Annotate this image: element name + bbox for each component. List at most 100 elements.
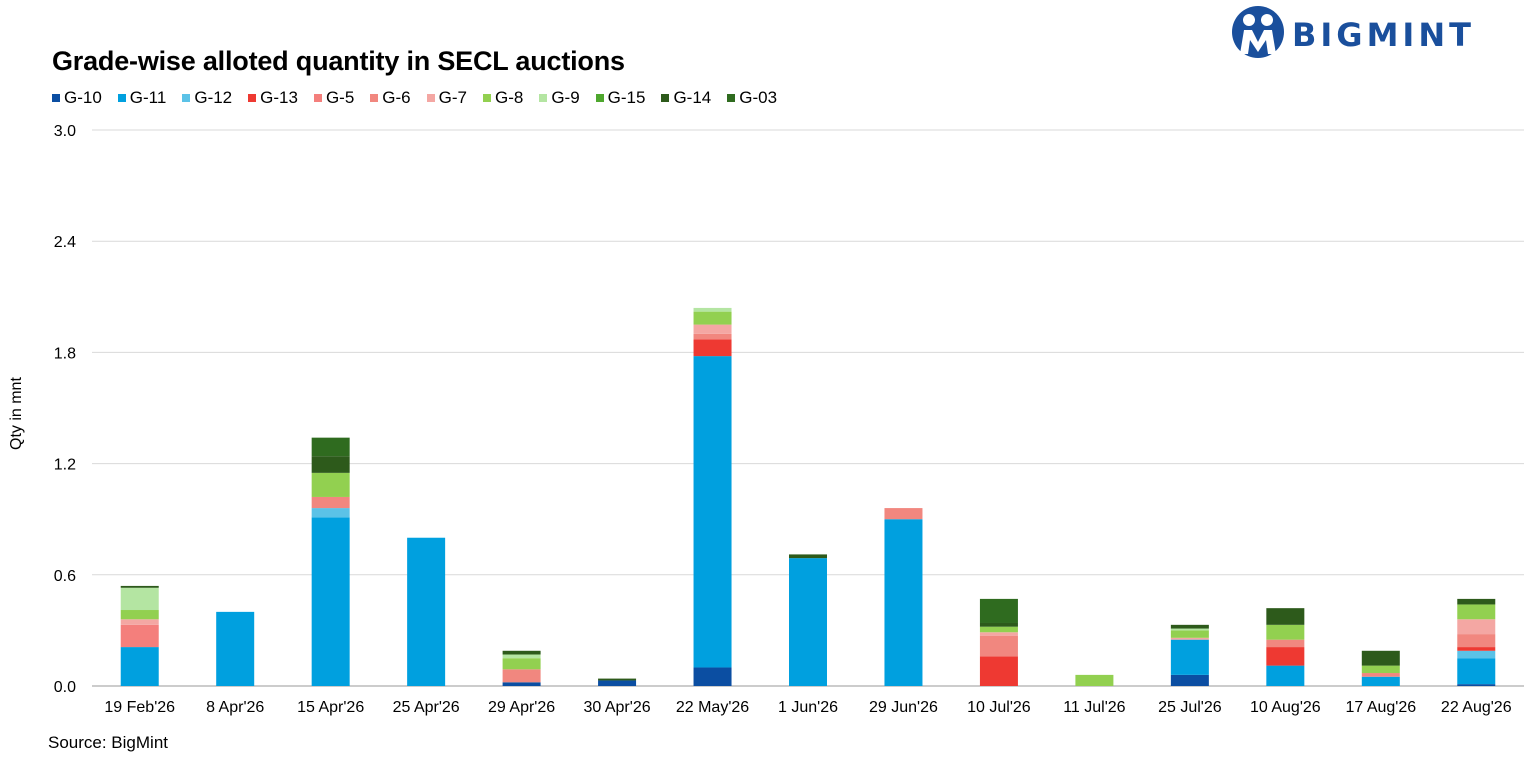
bar-segment-g-8 (1266, 624, 1305, 640)
x-tick-label: 10 Aug'26 (1250, 699, 1321, 716)
legend-item: G-7 (426, 88, 467, 108)
legend-label: G-14 (673, 88, 712, 107)
legend-item: G-15 (595, 88, 646, 108)
bar-segment-g-10 (1170, 674, 1209, 686)
legend-swatch (370, 94, 379, 102)
legend-label: G-12 (194, 88, 233, 107)
bar-segment-g-14 (979, 622, 1018, 627)
x-tick-label: 19 Feb'26 (104, 699, 175, 716)
bar-segment-g-7 (120, 619, 159, 625)
legend-label: G-9 (551, 88, 580, 107)
bar-segment-g-13 (1457, 647, 1496, 651)
bar-segment-g-03 (979, 598, 1018, 623)
bar-segment-g-10 (1457, 684, 1496, 686)
bar-segment-g-11 (1457, 658, 1496, 685)
legend-item: G-11 (117, 88, 167, 108)
bar-segment-g-6 (884, 508, 923, 520)
bar-segment-g-11 (1361, 676, 1400, 686)
bar-segment-g-8 (1457, 604, 1496, 620)
x-tick-label: 30 Apr'26 (584, 699, 651, 716)
bigmint-logo-mark (1232, 6, 1284, 58)
bar-segment-g-7 (1170, 637, 1209, 640)
bar-segment-g-10 (598, 680, 637, 686)
bar-segment-g-14 (311, 456, 350, 473)
bar-segment-g-8 (311, 472, 350, 497)
chart-legend: G-10 G-11 G-12 G-13 G-5 G-6 G-7 G-8 G-9 G-15 G-14 G… (52, 88, 793, 108)
x-tick-label: 25 Apr'26 (393, 699, 460, 716)
legend-label: G-11 (129, 88, 167, 107)
bar-segment-g-9 (120, 587, 159, 611)
bar-segment-g-8 (693, 311, 732, 325)
x-tick-label: 22 May'26 (676, 699, 749, 716)
y-tick-label: 3.0 (54, 123, 76, 140)
bar-segment-g-7 (1457, 619, 1496, 635)
x-tick-label: 15 Apr'26 (297, 699, 364, 716)
bar-segment-g-14 (1170, 624, 1209, 629)
bar-segment-g-11 (120, 647, 159, 686)
legend-item: G-12 (182, 88, 232, 108)
bar-segment-g-7 (693, 324, 732, 334)
bar-segment-g-8 (1170, 630, 1209, 638)
bar-segment-g-9 (502, 654, 541, 659)
legend-label: G-13 (260, 88, 298, 107)
bar-segment-g-8 (120, 610, 159, 620)
bar-segment-g-10 (693, 667, 732, 686)
legend-item: G-6 (370, 88, 411, 108)
legend-label: G-03 (739, 88, 778, 107)
bar-segment-g-11 (789, 558, 827, 686)
bar-segment-g-9 (1170, 628, 1209, 631)
bar-segment-g-8 (979, 626, 1018, 633)
bar-segment-g-03 (311, 437, 350, 457)
bar-segment-g-11 (1170, 639, 1209, 675)
bar-segment-g-10 (502, 682, 541, 686)
y-tick-label: 1.8 (54, 345, 76, 362)
bar-segment-g-11 (311, 517, 350, 686)
x-tick-label: 17 Aug'26 (1345, 699, 1416, 716)
legend-item: G-8 (482, 88, 524, 108)
x-tick-label: 25 Jul'26 (1158, 699, 1222, 716)
bar-segment-g-14 (789, 554, 827, 559)
legend-swatch (117, 94, 126, 102)
legend-label: G-7 (438, 88, 467, 107)
bar-segment-g-5 (120, 624, 159, 648)
y-tick-label: 1.2 (54, 457, 76, 474)
x-tick-label: 11 Jul'26 (1063, 699, 1125, 716)
source-note: Source: BigMint (48, 733, 168, 752)
legend-swatch (539, 94, 548, 102)
legend-swatch (595, 94, 604, 102)
chart-title: Grade-wise alloted quantity in SECL auct… (52, 46, 625, 76)
bar-segment-g-6 (311, 496, 350, 509)
legend-label: G-6 (382, 88, 411, 107)
legend-swatch (482, 94, 491, 102)
bar-segment-g-14 (1457, 598, 1496, 605)
legend-swatch (727, 94, 736, 102)
bar-segment-g-13 (693, 339, 732, 357)
bigmint-logo: BIGMINT (1230, 4, 1520, 60)
bar-segment-g-14 (1361, 650, 1400, 666)
legend-label: G-5 (325, 88, 355, 107)
bar-segment-g-14 (120, 585, 159, 588)
bar-segment-g-11 (884, 519, 923, 686)
legend-label: G-8 (494, 88, 524, 107)
legend-item: G-13 (248, 88, 298, 108)
legend-label: G-15 (607, 88, 646, 107)
y-tick-label: 0.0 (54, 679, 76, 696)
legend-swatch (313, 94, 322, 102)
legend-item: G-03 (727, 88, 777, 108)
legend-label: G-10 (64, 88, 102, 107)
brand-name: BIGMINT (1292, 16, 1475, 54)
bar-segment-g-12 (1457, 650, 1496, 659)
bar-segment-g-13 (979, 656, 1018, 686)
legend-item: G-5 (313, 88, 355, 108)
bar-segment-g-11 (407, 537, 446, 686)
bar-segment-g-6 (1361, 673, 1400, 677)
bar-segment-g-11 (216, 611, 255, 686)
bar-segment-g-6 (979, 635, 1018, 657)
x-tick-label: 22 Aug'26 (1441, 699, 1512, 716)
bar-segment-g-9 (693, 307, 732, 312)
bar-segment-g-13 (1266, 647, 1305, 666)
bar-segment-g-8 (502, 658, 541, 670)
bar-segment-g-14 (598, 678, 637, 681)
legend-item: G-10 (52, 88, 102, 108)
